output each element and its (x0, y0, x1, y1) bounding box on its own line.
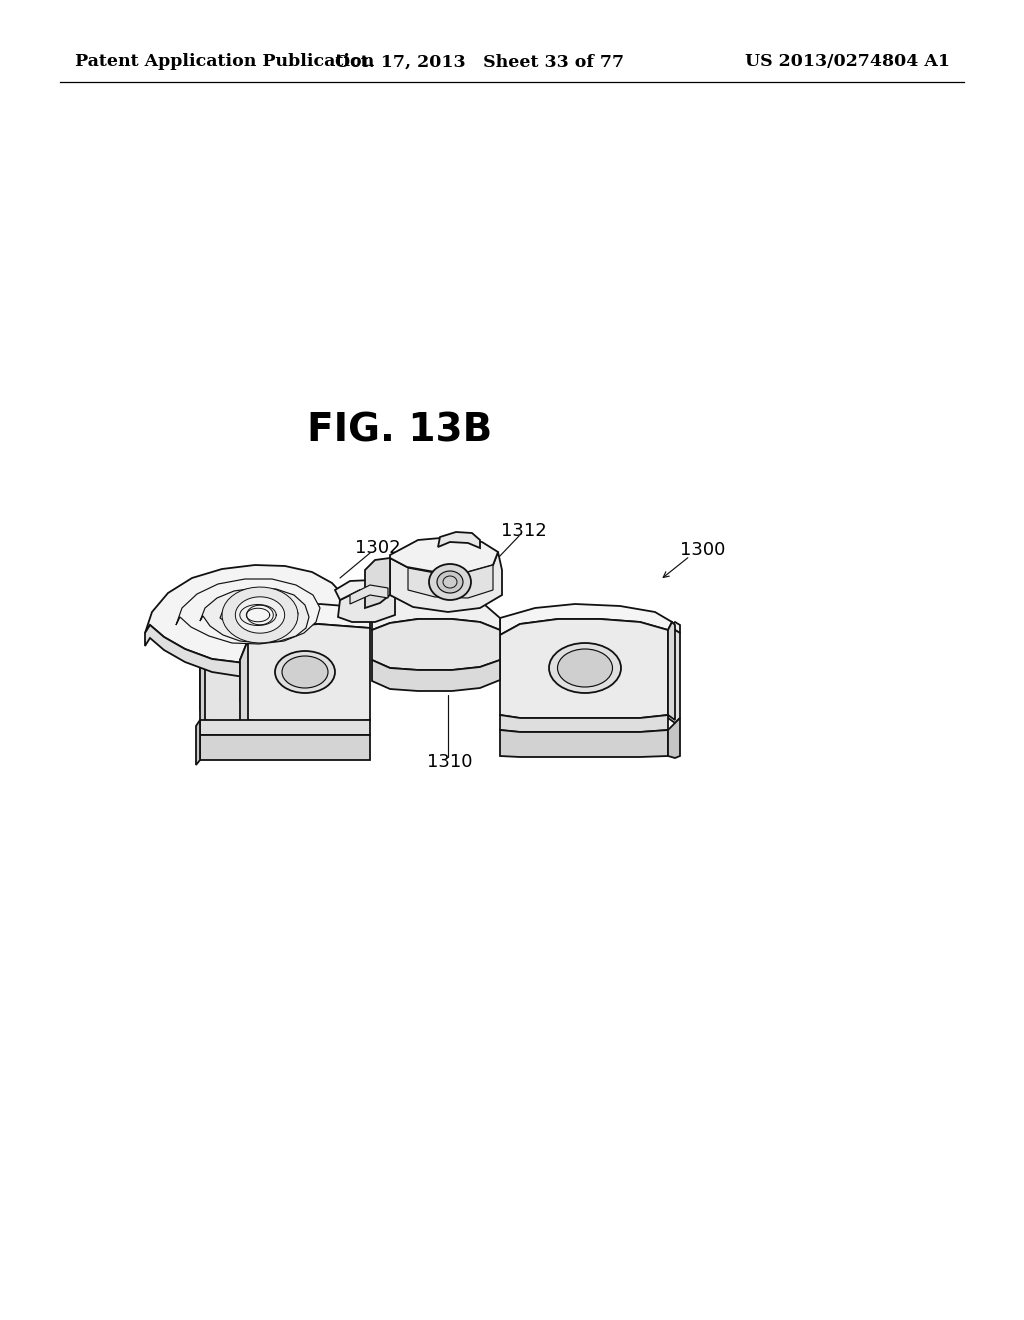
Polygon shape (668, 718, 680, 758)
Polygon shape (500, 619, 668, 718)
Polygon shape (372, 619, 500, 671)
Polygon shape (200, 648, 205, 730)
Polygon shape (390, 552, 502, 612)
Polygon shape (200, 735, 370, 760)
Polygon shape (220, 594, 298, 638)
Polygon shape (200, 587, 309, 643)
Polygon shape (200, 636, 248, 726)
Text: 1310: 1310 (427, 752, 473, 771)
Polygon shape (372, 593, 500, 630)
Ellipse shape (275, 651, 335, 693)
Ellipse shape (282, 656, 328, 688)
Polygon shape (145, 565, 349, 663)
Polygon shape (365, 558, 390, 609)
Polygon shape (205, 636, 248, 655)
Polygon shape (335, 579, 395, 601)
Polygon shape (668, 622, 675, 719)
Polygon shape (668, 630, 680, 723)
Polygon shape (438, 532, 480, 548)
Polygon shape (500, 730, 668, 756)
Polygon shape (145, 624, 343, 677)
Polygon shape (668, 622, 680, 638)
Ellipse shape (443, 576, 457, 587)
Text: 1302: 1302 (355, 539, 400, 557)
Polygon shape (408, 565, 493, 598)
Polygon shape (500, 715, 668, 733)
Polygon shape (196, 719, 200, 766)
Polygon shape (222, 587, 298, 643)
Polygon shape (240, 640, 248, 741)
Text: 1312: 1312 (501, 521, 547, 540)
Text: Oct. 17, 2013  Sheet 33 of 77: Oct. 17, 2013 Sheet 33 of 77 (336, 54, 625, 70)
Polygon shape (200, 719, 370, 735)
Ellipse shape (437, 572, 463, 593)
Polygon shape (245, 605, 370, 640)
Polygon shape (247, 605, 273, 624)
Polygon shape (500, 605, 672, 635)
Polygon shape (176, 579, 319, 644)
Text: FIG. 13B: FIG. 13B (307, 411, 493, 449)
Text: Patent Application Publication: Patent Application Publication (75, 54, 374, 70)
Ellipse shape (557, 649, 612, 686)
Polygon shape (236, 597, 285, 634)
Polygon shape (338, 590, 395, 622)
Ellipse shape (429, 564, 471, 601)
Polygon shape (240, 624, 370, 723)
Polygon shape (350, 585, 388, 605)
Text: 1300: 1300 (680, 541, 725, 558)
Ellipse shape (549, 643, 621, 693)
Polygon shape (390, 537, 498, 572)
Text: US 2013/0274804 A1: US 2013/0274804 A1 (745, 54, 950, 70)
Polygon shape (372, 660, 500, 690)
